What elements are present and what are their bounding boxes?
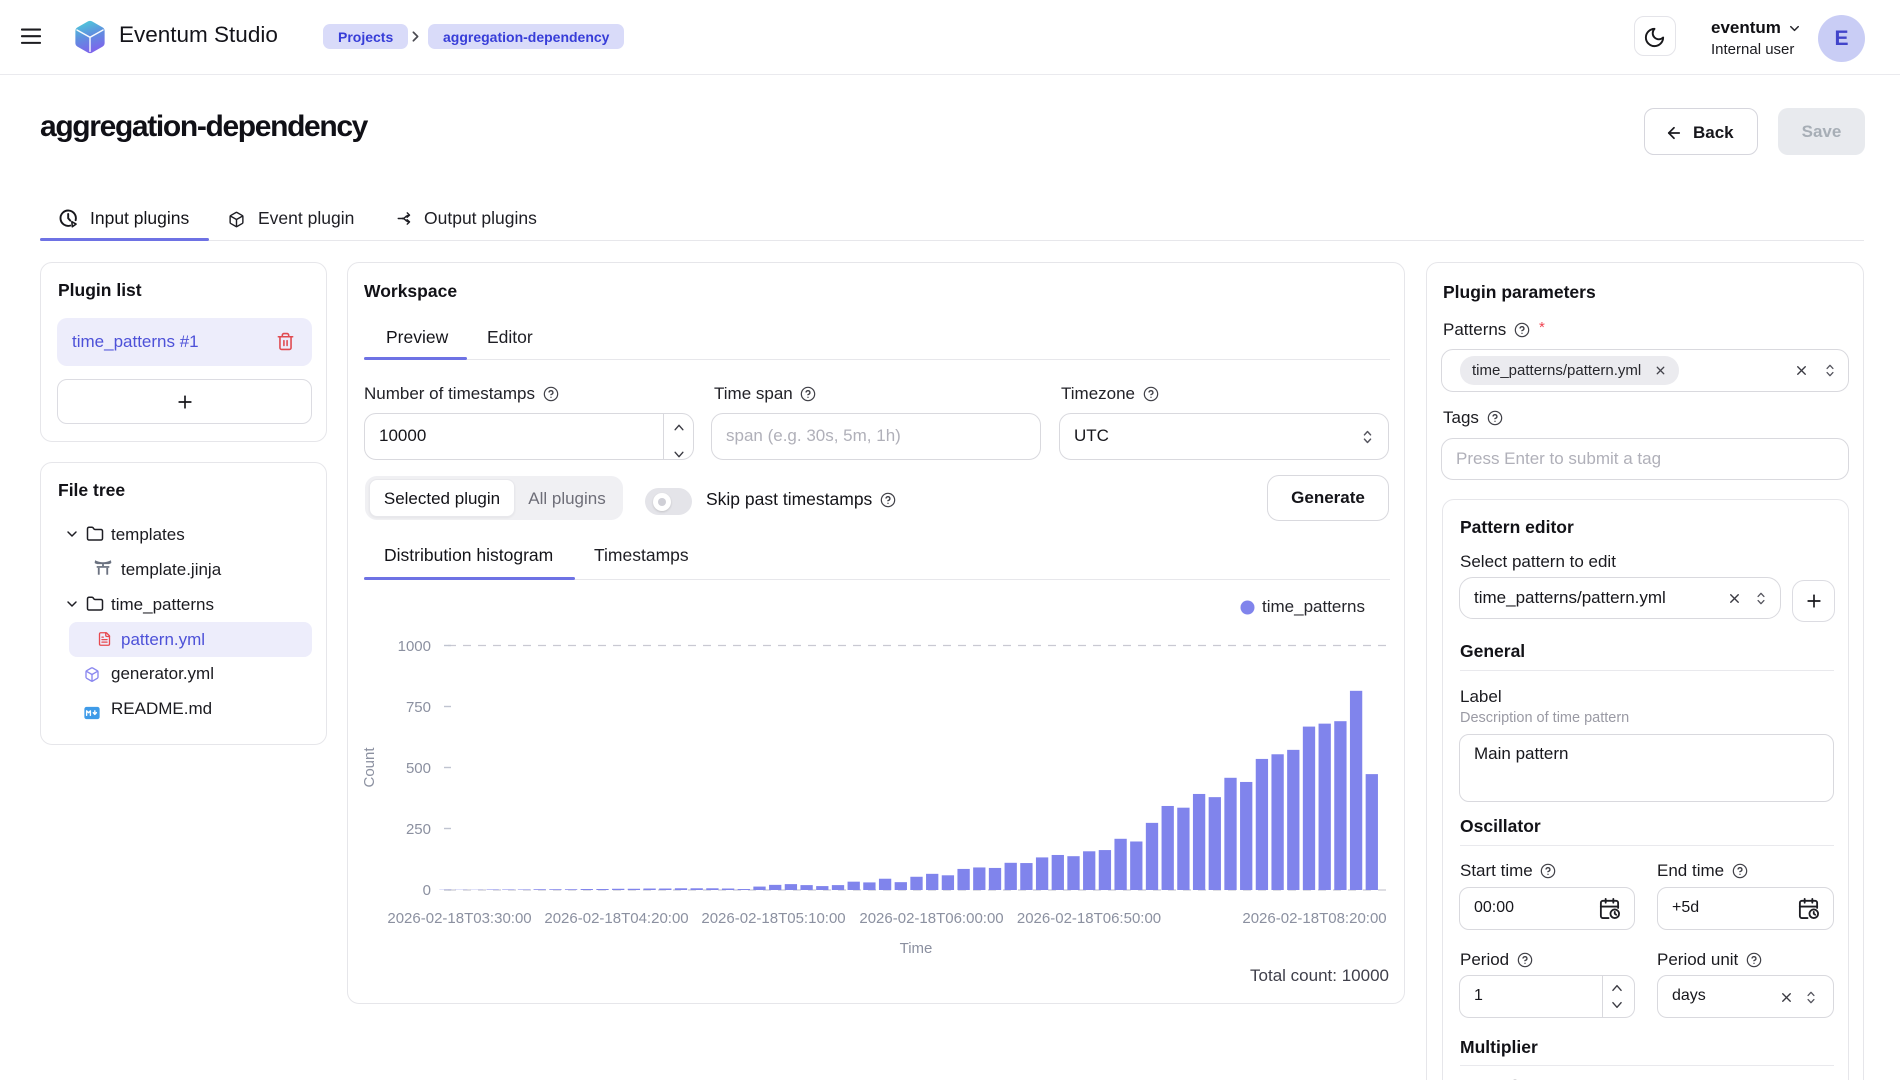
svg-text:250: 250 bbox=[406, 821, 431, 838]
svg-text:500: 500 bbox=[406, 760, 431, 777]
svg-text:Total count: 10000: Total count: 10000 bbox=[1250, 966, 1389, 985]
svg-text:2026-02-18T03:30:00: 2026-02-18T03:30:00 bbox=[387, 910, 531, 927]
svg-text:Time: Time bbox=[900, 940, 933, 957]
svg-text:time_patterns: time_patterns bbox=[1262, 597, 1365, 616]
svg-text:Count: Count bbox=[361, 747, 378, 788]
svg-text:1000: 1000 bbox=[398, 638, 431, 655]
svg-text:750: 750 bbox=[406, 699, 431, 716]
svg-text:2026-02-18T08:20:00: 2026-02-18T08:20:00 bbox=[1242, 910, 1386, 927]
svg-text:2026-02-18T05:10:00: 2026-02-18T05:10:00 bbox=[701, 910, 845, 927]
svg-text:2026-02-18T06:00:00: 2026-02-18T06:00:00 bbox=[859, 910, 1003, 927]
svg-text:2026-02-18T06:50:00: 2026-02-18T06:50:00 bbox=[1017, 910, 1161, 927]
svg-text:2026-02-18T04:20:00: 2026-02-18T04:20:00 bbox=[544, 910, 688, 927]
svg-text:0: 0 bbox=[423, 882, 431, 899]
